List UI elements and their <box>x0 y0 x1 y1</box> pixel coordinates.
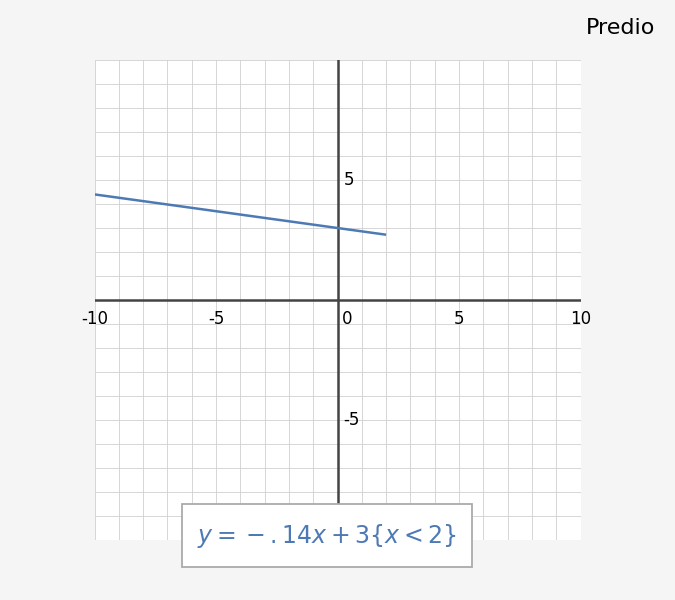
Text: 0: 0 <box>342 310 353 328</box>
Text: -5: -5 <box>208 310 224 328</box>
Text: -5: -5 <box>344 411 360 429</box>
Text: 10: 10 <box>570 310 591 328</box>
Text: Predio: Predio <box>585 18 655 38</box>
Text: $y = -.14x + 3\{x < 2\}$: $y = -.14x + 3\{x < 2\}$ <box>197 521 458 550</box>
Text: 5: 5 <box>344 171 354 189</box>
Text: -10: -10 <box>81 310 108 328</box>
Text: 5: 5 <box>454 310 464 328</box>
